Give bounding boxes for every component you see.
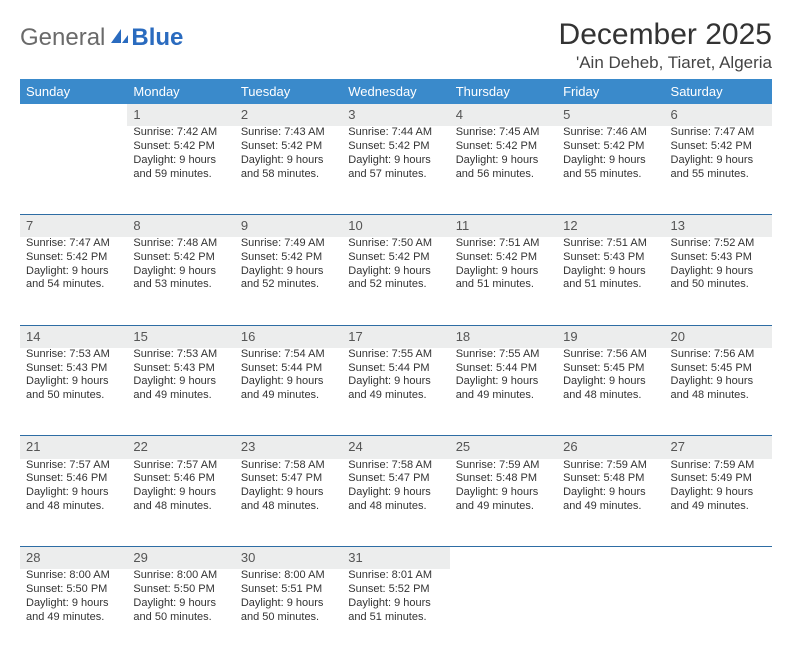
day-detail-cell: Sunrise: 7:47 AMSunset: 5:42 PMDaylight:… [665, 126, 772, 214]
weekday-header: Thursday [450, 79, 557, 104]
weekday-header: Wednesday [342, 79, 449, 104]
weekday-header: Saturday [665, 79, 772, 104]
day-number-cell: 7 [20, 214, 127, 237]
day-detail-cell: Sunrise: 7:59 AMSunset: 5:48 PMDaylight:… [557, 459, 664, 547]
logo: General Blue [20, 18, 183, 52]
day-detail-cell: Sunrise: 7:45 AMSunset: 5:42 PMDaylight:… [450, 126, 557, 214]
day-detail-cell: Sunrise: 7:55 AMSunset: 5:44 PMDaylight:… [450, 348, 557, 436]
day-number-cell: 16 [235, 325, 342, 348]
day-number-cell: 9 [235, 214, 342, 237]
day-number-cell: 25 [450, 436, 557, 459]
day-detail-cell: Sunrise: 8:01 AMSunset: 5:52 PMDaylight:… [342, 569, 449, 657]
day-number-cell: 21 [20, 436, 127, 459]
day-number-cell: 19 [557, 325, 664, 348]
day-detail-cell: Sunrise: 7:46 AMSunset: 5:42 PMDaylight:… [557, 126, 664, 214]
day-number-cell: 3 [342, 104, 449, 126]
calendar-body: 123456 Sunrise: 7:42 AMSunset: 5:42 PMDa… [20, 104, 772, 657]
day-detail-cell: Sunrise: 7:42 AMSunset: 5:42 PMDaylight:… [127, 126, 234, 214]
day-number-cell: 22 [127, 436, 234, 459]
day-number-cell: 23 [235, 436, 342, 459]
day-number-cell: 12 [557, 214, 664, 237]
title-block: December 2025 'Ain Deheb, Tiaret, Algeri… [559, 18, 772, 73]
logo-text-general: General [20, 24, 105, 52]
logo-sail-icon [109, 24, 129, 52]
calendar-head: SundayMondayTuesdayWednesdayThursdayFrid… [20, 79, 772, 104]
day-number-cell: 5 [557, 104, 664, 126]
day-number-cell: 20 [665, 325, 772, 348]
day-number-cell: 27 [665, 436, 772, 459]
calendar-page: General Blue December 2025 'Ain Deheb, T… [0, 0, 792, 667]
month-title: December 2025 [559, 18, 772, 51]
day-detail-cell: Sunrise: 7:56 AMSunset: 5:45 PMDaylight:… [557, 348, 664, 436]
day-detail-cell: Sunrise: 7:51 AMSunset: 5:42 PMDaylight:… [450, 237, 557, 325]
location: 'Ain Deheb, Tiaret, Algeria [559, 53, 772, 73]
day-number-cell: 4 [450, 104, 557, 126]
day-detail-cell [450, 569, 557, 657]
calendar-table: SundayMondayTuesdayWednesdayThursdayFrid… [20, 79, 772, 657]
day-detail-cell: Sunrise: 7:48 AMSunset: 5:42 PMDaylight:… [127, 237, 234, 325]
day-number-cell: 29 [127, 547, 234, 570]
day-number-cell [557, 547, 664, 570]
day-detail-cell: Sunrise: 7:50 AMSunset: 5:42 PMDaylight:… [342, 237, 449, 325]
day-detail-cell: Sunrise: 7:52 AMSunset: 5:43 PMDaylight:… [665, 237, 772, 325]
day-number-cell: 6 [665, 104, 772, 126]
day-number-cell: 8 [127, 214, 234, 237]
day-number-cell [450, 547, 557, 570]
day-number-cell: 18 [450, 325, 557, 348]
day-detail-cell: Sunrise: 7:53 AMSunset: 5:43 PMDaylight:… [20, 348, 127, 436]
day-detail-cell: Sunrise: 7:55 AMSunset: 5:44 PMDaylight:… [342, 348, 449, 436]
day-detail-cell: Sunrise: 7:57 AMSunset: 5:46 PMDaylight:… [127, 459, 234, 547]
header: General Blue December 2025 'Ain Deheb, T… [20, 18, 772, 73]
day-number-cell: 30 [235, 547, 342, 570]
day-detail-cell: Sunrise: 7:51 AMSunset: 5:43 PMDaylight:… [557, 237, 664, 325]
day-detail-cell: Sunrise: 8:00 AMSunset: 5:50 PMDaylight:… [20, 569, 127, 657]
day-detail-cell: Sunrise: 8:00 AMSunset: 5:51 PMDaylight:… [235, 569, 342, 657]
logo-text-blue: Blue [131, 24, 183, 52]
day-detail-cell: Sunrise: 7:43 AMSunset: 5:42 PMDaylight:… [235, 126, 342, 214]
day-detail-cell: Sunrise: 7:53 AMSunset: 5:43 PMDaylight:… [127, 348, 234, 436]
day-number-cell: 28 [20, 547, 127, 570]
day-number-cell [665, 547, 772, 570]
day-number-cell: 10 [342, 214, 449, 237]
day-number-cell: 14 [20, 325, 127, 348]
day-detail-cell [557, 569, 664, 657]
day-detail-cell: Sunrise: 7:57 AMSunset: 5:46 PMDaylight:… [20, 459, 127, 547]
day-number-cell [20, 104, 127, 126]
day-detail-cell: Sunrise: 7:47 AMSunset: 5:42 PMDaylight:… [20, 237, 127, 325]
day-detail-cell [20, 126, 127, 214]
day-detail-cell: Sunrise: 7:44 AMSunset: 5:42 PMDaylight:… [342, 126, 449, 214]
day-number-cell: 26 [557, 436, 664, 459]
day-number-cell: 2 [235, 104, 342, 126]
weekday-header: Monday [127, 79, 234, 104]
day-number-cell: 15 [127, 325, 234, 348]
weekday-header: Friday [557, 79, 664, 104]
day-number-cell: 11 [450, 214, 557, 237]
day-detail-cell [665, 569, 772, 657]
day-number-cell: 31 [342, 547, 449, 570]
day-number-cell: 13 [665, 214, 772, 237]
day-number-cell: 24 [342, 436, 449, 459]
day-detail-cell: Sunrise: 7:59 AMSunset: 5:49 PMDaylight:… [665, 459, 772, 547]
day-detail-cell: Sunrise: 7:56 AMSunset: 5:45 PMDaylight:… [665, 348, 772, 436]
day-detail-cell: Sunrise: 8:00 AMSunset: 5:50 PMDaylight:… [127, 569, 234, 657]
day-detail-cell: Sunrise: 7:54 AMSunset: 5:44 PMDaylight:… [235, 348, 342, 436]
day-number-cell: 1 [127, 104, 234, 126]
weekday-header: Tuesday [235, 79, 342, 104]
day-detail-cell: Sunrise: 7:58 AMSunset: 5:47 PMDaylight:… [235, 459, 342, 547]
day-number-cell: 17 [342, 325, 449, 348]
weekday-header: Sunday [20, 79, 127, 104]
day-detail-cell: Sunrise: 7:49 AMSunset: 5:42 PMDaylight:… [235, 237, 342, 325]
day-detail-cell: Sunrise: 7:59 AMSunset: 5:48 PMDaylight:… [450, 459, 557, 547]
day-detail-cell: Sunrise: 7:58 AMSunset: 5:47 PMDaylight:… [342, 459, 449, 547]
